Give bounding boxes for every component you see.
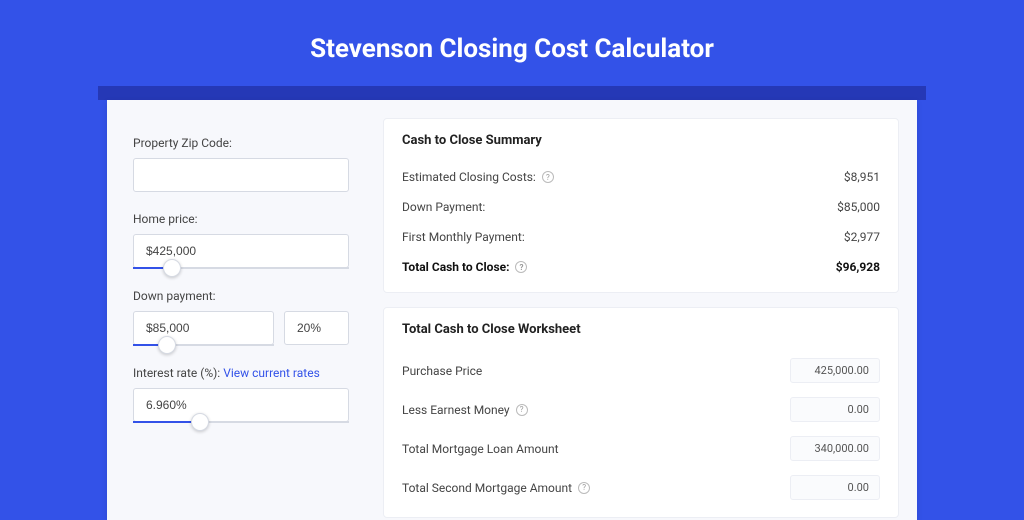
summary-row-label: Down Payment: bbox=[402, 200, 485, 214]
view-rates-link[interactable]: View current rates bbox=[223, 366, 320, 380]
worksheet-row-label-text: Purchase Price bbox=[402, 364, 482, 378]
down-payment-amount-wrap bbox=[133, 311, 274, 346]
summary-row-label: First Monthly Payment: bbox=[402, 230, 525, 244]
worksheet-row-value: 0.00 bbox=[790, 475, 880, 500]
summary-row: First Monthly Payment: $2,977 bbox=[402, 222, 880, 252]
down-payment-slider-thumb[interactable] bbox=[158, 336, 176, 354]
worksheet-row-label: Total Mortgage Loan Amount bbox=[402, 442, 559, 456]
worksheet-row-label: Less Earnest Money? bbox=[402, 403, 528, 417]
down-payment-input[interactable] bbox=[133, 311, 274, 345]
accent-bar bbox=[98, 86, 926, 100]
summary-row-label: Estimated Closing Costs:? bbox=[402, 170, 554, 184]
summary-row: Total Cash to Close:? $96,928 bbox=[402, 252, 880, 282]
page-title: Stevenson Closing Cost Calculator bbox=[0, 0, 1024, 86]
down-payment-label: Down payment: bbox=[133, 289, 349, 303]
summary-row: Estimated Closing Costs:? $8,951 bbox=[402, 162, 880, 192]
interest-slider-thumb[interactable] bbox=[191, 413, 209, 431]
summary-row-value: $96,928 bbox=[836, 260, 880, 274]
inputs-panel: Property Zip Code: Home price: Down paym… bbox=[107, 100, 367, 520]
interest-label: Interest rate (%): bbox=[133, 366, 220, 380]
down-payment-field-group: Down payment: bbox=[133, 289, 349, 346]
help-icon[interactable]: ? bbox=[578, 482, 590, 494]
down-payment-row bbox=[133, 311, 349, 346]
summary-row-label: Total Cash to Close:? bbox=[402, 260, 527, 274]
summary-row-label-text: Total Cash to Close: bbox=[402, 260, 509, 274]
calculator-container: Property Zip Code: Home price: Down paym… bbox=[107, 100, 917, 520]
down-payment-percent-input[interactable] bbox=[284, 311, 349, 345]
results-panel: Cash to Close Summary Estimated Closing … bbox=[383, 100, 917, 520]
home-price-field-group: Home price: bbox=[133, 212, 349, 269]
worksheet-row-label-text: Total Second Mortgage Amount bbox=[402, 481, 572, 495]
worksheet-row-label: Total Second Mortgage Amount? bbox=[402, 481, 590, 495]
worksheet-row-label: Purchase Price bbox=[402, 364, 482, 378]
interest-input[interactable] bbox=[133, 388, 349, 422]
worksheet-row-label-text: Less Earnest Money bbox=[402, 403, 510, 417]
worksheet-row-value: 0.00 bbox=[790, 397, 880, 422]
worksheet-title: Total Cash to Close Worksheet bbox=[402, 322, 880, 337]
home-price-slider[interactable] bbox=[133, 267, 349, 269]
home-price-label: Home price: bbox=[133, 212, 349, 226]
summary-row-value: $85,000 bbox=[837, 200, 880, 214]
down-payment-slider[interactable] bbox=[133, 344, 274, 346]
help-icon[interactable]: ? bbox=[516, 404, 528, 416]
zip-label: Property Zip Code: bbox=[133, 136, 349, 150]
worksheet-row: Purchase Price 425,000.00 bbox=[402, 351, 880, 390]
help-icon[interactable]: ? bbox=[515, 261, 527, 273]
summary-row-value: $8,951 bbox=[844, 170, 880, 184]
interest-slider[interactable] bbox=[133, 421, 349, 423]
summary-row-label-text: Down Payment: bbox=[402, 200, 485, 214]
summary-row: Down Payment: $85,000 bbox=[402, 192, 880, 222]
summary-row-value: $2,977 bbox=[844, 230, 880, 244]
home-price-slider-thumb[interactable] bbox=[163, 259, 181, 277]
summary-title: Cash to Close Summary bbox=[402, 133, 880, 148]
zip-input[interactable] bbox=[133, 158, 349, 192]
help-icon[interactable]: ? bbox=[542, 171, 554, 183]
worksheet-row: Total Second Mortgage Amount? 0.00 bbox=[402, 468, 880, 507]
interest-slider-fill bbox=[133, 421, 200, 423]
zip-field-group: Property Zip Code: bbox=[133, 136, 349, 192]
worksheet-row-value: 425,000.00 bbox=[790, 358, 880, 383]
worksheet-row-label-text: Total Mortgage Loan Amount bbox=[402, 442, 559, 456]
worksheet-row-value: 340,000.00 bbox=[790, 436, 880, 461]
summary-row-label-text: First Monthly Payment: bbox=[402, 230, 525, 244]
summary-row-label-text: Estimated Closing Costs: bbox=[402, 170, 536, 184]
interest-field-group: Interest rate (%): View current rates bbox=[133, 366, 349, 423]
worksheet-row: Total Mortgage Loan Amount 340,000.00 bbox=[402, 429, 880, 468]
worksheet-card: Total Cash to Close Worksheet Purchase P… bbox=[383, 307, 899, 518]
interest-label-row: Interest rate (%): View current rates bbox=[133, 366, 349, 380]
worksheet-row: Less Earnest Money? 0.00 bbox=[402, 390, 880, 429]
summary-card: Cash to Close Summary Estimated Closing … bbox=[383, 118, 899, 293]
